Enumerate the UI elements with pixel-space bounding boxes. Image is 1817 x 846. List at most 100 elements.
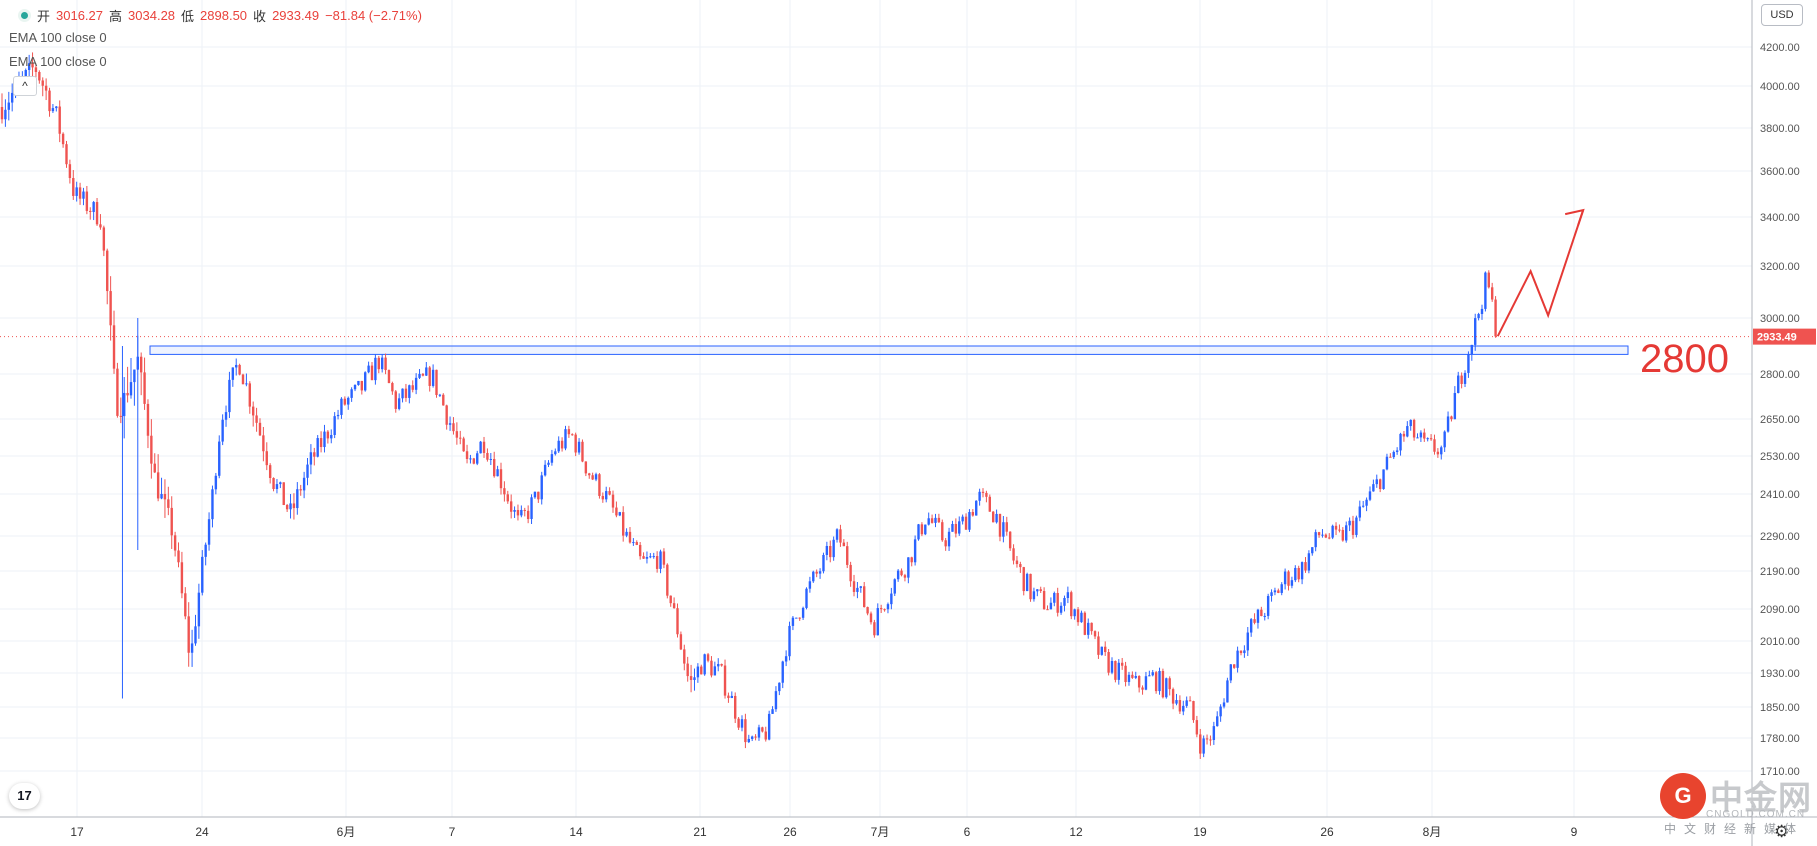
gear-icon[interactable]: ⚙ [1774,822,1790,841]
chevron-up-icon[interactable]: ^ [13,76,37,96]
candle-body [581,441,584,462]
candle-body [241,374,245,385]
candle-body [153,463,156,473]
ema-indicator-2[interactable]: EMA 100 close 0 [9,54,107,69]
candle-body [832,539,835,558]
candle-body [747,738,750,743]
candle-body [869,613,873,623]
candle-body [499,469,503,489]
candle-body [370,365,374,381]
x-tick-label: 7月 [871,825,890,839]
cngold-logo-icon: G [1660,773,1706,819]
candle-body [224,412,228,420]
candle-body [180,562,184,594]
candle-body [1419,432,1423,438]
candle-body [1304,562,1307,571]
candle-body [1120,662,1124,666]
candle-body [292,503,296,509]
candle-body [1070,592,1073,617]
candle-body [1104,646,1107,653]
candle-body [798,617,801,619]
x-tick-label: 26 [1320,825,1334,839]
candle-body [1239,650,1243,654]
candle-body [1453,392,1457,420]
tradingview-logo-icon[interactable]: 17 [9,783,40,809]
candle-body [1311,547,1314,554]
candle-body [1345,525,1348,541]
y-tick-label: 1780.00 [1760,733,1800,745]
candle-body [1277,590,1280,593]
projection-arrowhead [1564,208,1585,226]
candle-body [601,495,605,500]
candle-body [509,501,513,512]
currency-selector[interactable]: USD [1761,4,1803,26]
candle-body [554,451,557,455]
candle-body [1063,597,1066,606]
candle-body [1209,739,1212,741]
candle-body [258,422,262,436]
candle-body [988,496,991,512]
candle-body [635,542,638,545]
candle-body [693,677,696,680]
candle-body [1059,605,1063,613]
candle-body [829,545,832,558]
candle-body [822,554,825,572]
candle-body [1450,416,1453,420]
candle-body [937,517,941,523]
candle-body [998,513,1002,537]
candle-body [543,464,547,476]
candle-body [1087,622,1090,635]
y-tick-label: 4200.00 [1760,42,1800,54]
candle-body [377,357,380,370]
candle-body [299,489,302,491]
candle-body [489,458,493,460]
candle-body [1158,670,1161,692]
candle-body [1331,525,1334,538]
candle-body [1171,689,1175,704]
candle-body [764,731,767,740]
candle-body [326,431,330,439]
candle-body [890,593,893,605]
candle-body [1426,438,1429,440]
ema-indicator-1[interactable]: EMA 100 close 0 [9,30,107,45]
candle-body [1283,571,1287,585]
candle-body [65,144,68,165]
candle-body [866,607,869,614]
candle-body [10,92,14,103]
candle-body [1256,609,1260,623]
candle-body [1324,534,1328,538]
candle-body [588,473,591,476]
candle-body [689,676,693,680]
candle-body [1266,595,1270,616]
candle-body [873,622,876,636]
candle-body [1243,650,1246,654]
candle-body [744,719,747,743]
candle-body [353,384,357,390]
y-tick-label: 1710.00 [1760,766,1800,778]
candle-body [123,392,126,417]
candle-body [282,482,285,506]
candle-body [659,551,662,569]
candle-body [1372,484,1375,492]
candle-body [1236,650,1239,668]
y-tick-label: 2290.00 [1760,531,1800,543]
candle-body [913,539,917,563]
candle-body [1100,646,1104,655]
candle-body [513,510,516,512]
candle-body [1114,660,1117,680]
candle-body [812,571,815,582]
candle-body [564,429,567,449]
candle-body [1260,609,1263,617]
candle-body [1280,584,1283,593]
candle-body [625,531,628,536]
candle-body [1168,678,1171,690]
candle-body [852,581,856,592]
candle-body [700,666,703,675]
candle-body [207,519,211,545]
close-value: 2933.49 [272,8,320,23]
candle-body [41,80,44,86]
candle-body [1436,451,1440,455]
candle-body [652,556,655,558]
candle-body [1290,580,1294,586]
